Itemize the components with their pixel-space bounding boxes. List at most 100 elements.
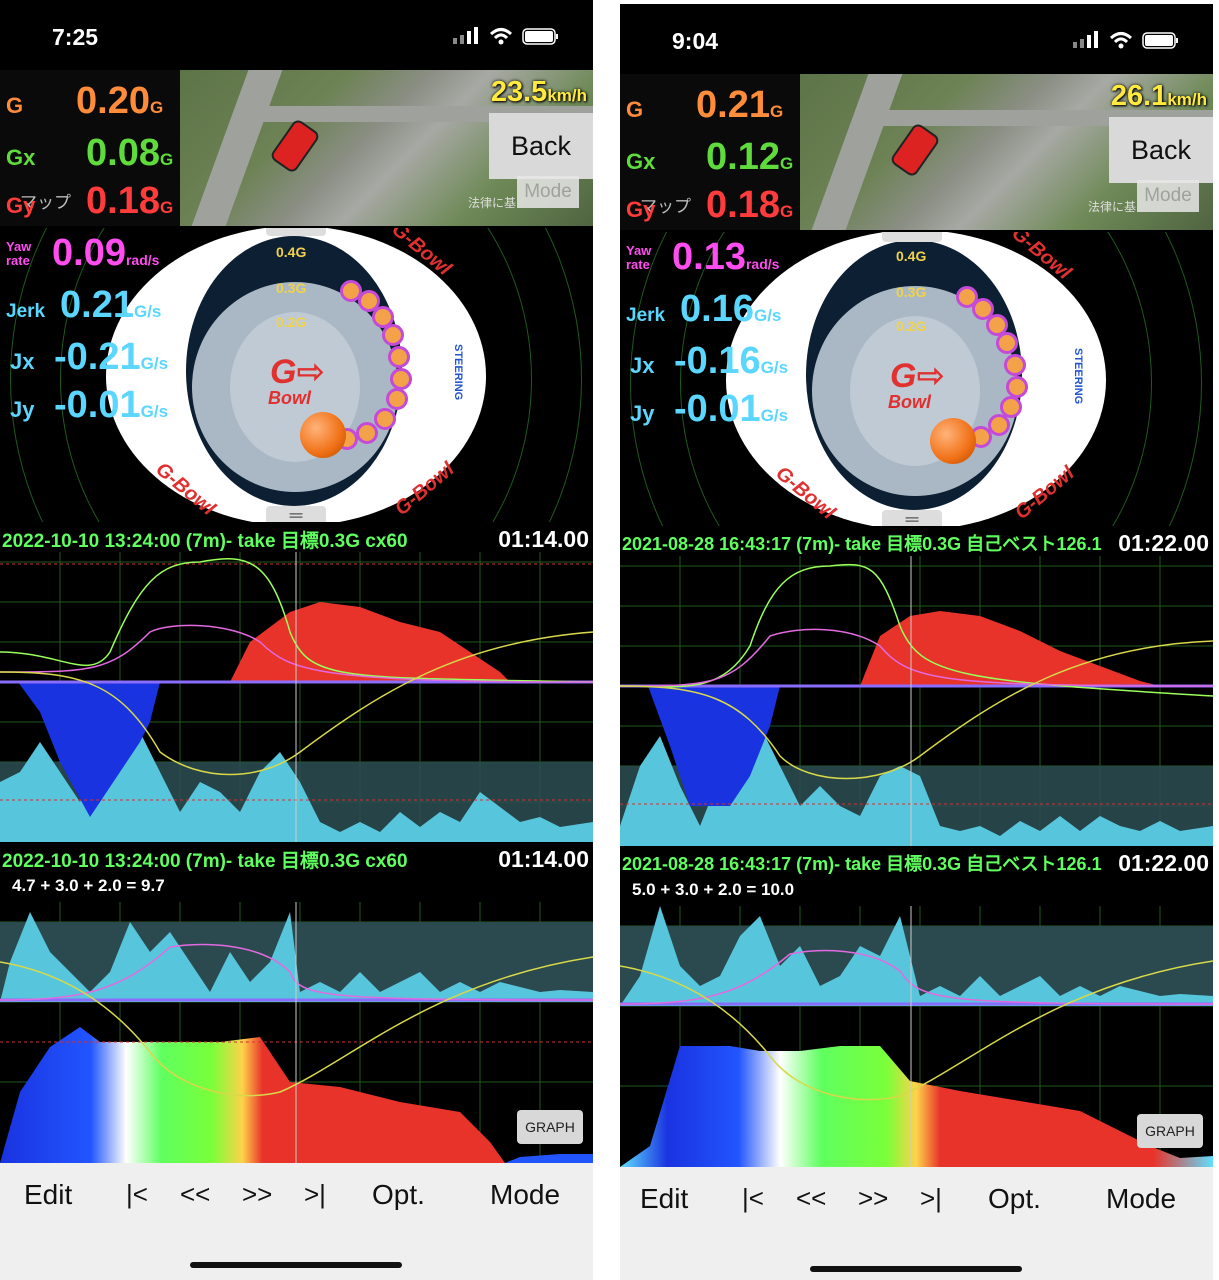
mode-button[interactable]: Mode	[1106, 1183, 1177, 1214]
g-unit: G	[769, 102, 784, 121]
gy-unit: G	[779, 202, 794, 221]
jx-value: -0.21	[54, 336, 141, 378]
options-button[interactable]: Opt.	[372, 1179, 425, 1210]
jx-unit: G/s	[140, 354, 169, 373]
graph-panel-lower[interactable]: 2021-08-28 16:43:17 (7m)- take 目標0.3G 自己…	[620, 846, 1213, 1167]
steering-label: STEERING	[1072, 348, 1084, 405]
jy-unit: G/s	[760, 406, 789, 425]
speed-readout: 26.1km/h	[1111, 80, 1207, 113]
car-icon	[268, 117, 322, 175]
ring-label-03: 0.3G	[896, 284, 927, 300]
map-strip: 26.1km/h Back Mode 法律に基 マップ G 0.21G Gx 0.1…	[620, 74, 1213, 230]
graph-lower-header: 2022-10-10 13:24:00 (7m)- take 目標0.3G cx…	[2, 851, 408, 872]
mode-button[interactable]: Mode	[490, 1179, 561, 1210]
ring-label-04: 0.4G	[276, 244, 307, 260]
gx-unit: G	[159, 150, 174, 169]
forward-button[interactable]: >>	[242, 1179, 273, 1209]
speed-unit: km/h	[547, 86, 587, 105]
drag-handle-top[interactable]: ═	[266, 228, 326, 236]
jerk-unit: G/s	[133, 302, 162, 321]
graph-upper-plot	[0, 552, 593, 842]
home-indicator[interactable]	[810, 1266, 1022, 1272]
ring-label-02: 0.2G	[896, 318, 927, 334]
graph-button[interactable]: GRAPH	[1137, 1114, 1203, 1148]
gy-value: 0.18	[706, 184, 780, 226]
back-button[interactable]: Back	[1109, 117, 1213, 183]
score-formula: 5.0 + 3.0 + 2.0 = 10.0	[632, 880, 795, 899]
edit-button[interactable]: Edit	[640, 1183, 689, 1214]
graph-lower-time: 01:14.00	[498, 846, 589, 872]
status-time: 9:04	[672, 28, 719, 54]
ring-label-03: 0.3G	[276, 280, 307, 296]
graph-lower-plot	[0, 902, 593, 1163]
jx-unit: G/s	[760, 358, 789, 377]
yaw-unit: rad/s	[745, 256, 780, 272]
jy-value: -0.01	[54, 384, 141, 426]
ring-label-02: 0.2G	[276, 314, 307, 330]
jy-label: Jy	[10, 397, 35, 422]
forward-button[interactable]: >>	[858, 1183, 889, 1213]
graph-button[interactable]: GRAPH	[517, 1110, 583, 1144]
rewind-button[interactable]: <<	[796, 1183, 827, 1213]
graph-panel-upper[interactable]: 2021-08-28 16:43:17 (7m)- take 目標0.3G 自己…	[620, 526, 1213, 846]
score-formula: 4.7 + 3.0 + 2.0 = 9.7	[12, 876, 165, 895]
g-bowl-display: 0.4G 0.3G 0.2G G⇨ Bowl G-Bowl G-Bowl G-B…	[620, 232, 1213, 526]
yaw-label: Yaw rate	[6, 239, 32, 268]
yaw-unit: rad/s	[125, 252, 160, 268]
g-unit: G	[149, 98, 164, 117]
g-bowl-logo-icon: G⇨	[270, 353, 325, 391]
jx-label: Jx	[10, 349, 35, 374]
g-value: 0.21	[696, 84, 770, 126]
g-ball-icon	[930, 418, 976, 464]
edit-button[interactable]: Edit	[24, 1179, 73, 1210]
graph-lower-plot	[620, 906, 1213, 1167]
jerk-unit: G/s	[753, 306, 782, 325]
map-strip: 23.5km/h Back Mode 法律に基 マップ G 0.20G Gx 0.0…	[0, 70, 593, 226]
drag-handle-top[interactable]: ═	[882, 232, 942, 242]
bottom-toolbar: Edit |< << >> >| Opt. Mode	[0, 1163, 593, 1280]
yaw-value: 0.13	[672, 236, 746, 278]
phone-screen-left: 7:25 23.5km/h Back Mode 法律に基 マップ G 0.20G …	[0, 0, 593, 1280]
jump-start-button[interactable]: |<	[742, 1183, 764, 1213]
back-button[interactable]: Back	[489, 113, 593, 179]
map-note: 法律に基	[1088, 200, 1137, 214]
map-label: マップ	[20, 193, 71, 212]
gx-unit: G	[779, 154, 794, 173]
steering-label: STEERING	[452, 344, 464, 401]
speed-value: 23.5	[490, 76, 548, 108]
g-bowl-logo-icon: G⇨	[890, 357, 945, 395]
status-icons	[453, 27, 558, 45]
jump-start-button[interactable]: |<	[126, 1179, 148, 1209]
gx-value: 0.08	[86, 132, 160, 174]
graph-panel-upper[interactable]: 2022-10-10 13:24:00 (7m)- take 目標0.3G cx…	[0, 522, 593, 842]
graph-lower-time: 01:22.00	[1118, 850, 1209, 876]
phone-screen-right: 9:04 26.1km/h Back Mode 法律に基 マップ G 0.21G …	[620, 4, 1213, 1280]
g-bowl-display: 0.4G 0.3G 0.2G G⇨ Bowl G-Bowl G-Bowl G-B…	[0, 228, 593, 522]
gy-unit: G	[159, 198, 174, 217]
gx-value: 0.12	[706, 136, 780, 178]
home-indicator[interactable]	[190, 1262, 402, 1268]
jump-end-button[interactable]: >|	[304, 1179, 326, 1209]
jx-label: Jx	[630, 353, 655, 378]
bowl-brand: Bowl	[268, 388, 311, 408]
status-bar: 7:25	[0, 0, 593, 70]
status-time: 7:25	[52, 24, 99, 50]
graph-panel-lower[interactable]: 2022-10-10 13:24:00 (7m)- take 目標0.3G cx…	[0, 842, 593, 1163]
ring-label-04: 0.4G	[896, 248, 927, 264]
status-icons	[1073, 31, 1178, 49]
jump-end-button[interactable]: >|	[920, 1183, 942, 1213]
mode-chip[interactable]: Mode	[1137, 180, 1199, 212]
car-icon	[888, 121, 942, 179]
options-button[interactable]: Opt.	[988, 1183, 1041, 1214]
map-note: 法律に基	[468, 196, 517, 210]
jerk-value: 0.16	[680, 288, 754, 330]
yaw-label: Yaw rate	[626, 243, 652, 272]
jerk-label: Jerk	[6, 301, 46, 322]
drag-handle-bottom[interactable]: ═	[882, 510, 942, 526]
gy-value: 0.18	[86, 180, 160, 222]
rewind-button[interactable]: <<	[180, 1179, 211, 1209]
mode-chip[interactable]: Mode	[517, 176, 579, 208]
gy-label: Gy	[626, 197, 656, 222]
drag-handle-bottom[interactable]: ═	[266, 506, 326, 522]
graph-upper-time: 01:14.00	[498, 526, 589, 552]
